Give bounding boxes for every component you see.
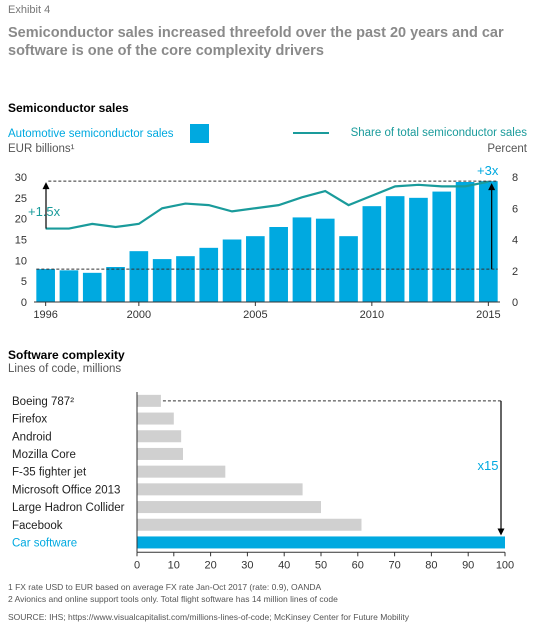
headline: Semiconductor sales increased threefold … (8, 25, 504, 59)
y-tick-right-6: 6 (512, 203, 518, 215)
bar-1996 (36, 269, 55, 302)
hbar-7 (137, 518, 362, 531)
footnote-1: 1 FX rate USD to EUR based on average FX… (8, 582, 322, 592)
y-tick-left-0: 0 (21, 297, 27, 309)
category-label-2: Android (12, 431, 52, 443)
hbar-6 (137, 501, 321, 514)
y-tick-right-2: 2 (512, 266, 518, 278)
bar-2004 (222, 239, 242, 302)
legend-bar-swatch (190, 124, 209, 143)
hbar-4 (137, 465, 226, 478)
x2-tick-80: 80 (425, 559, 437, 571)
hbar-5 (137, 483, 303, 496)
x2-tick-100: 100 (496, 559, 514, 571)
software-chart-title: Software complexity (8, 348, 125, 362)
bar-2000 (129, 251, 149, 302)
y-tick-right-4: 4 (512, 235, 518, 247)
bar-2005 (246, 236, 265, 302)
x2-tick-90: 90 (462, 559, 474, 571)
y-tick-right-8: 8 (512, 172, 518, 184)
x2-tick-30: 30 (241, 559, 253, 571)
hbar-0 (137, 394, 161, 407)
bar-2015 (479, 181, 498, 302)
bar-2013 (432, 191, 452, 302)
y-tick-left-5: 5 (21, 276, 27, 288)
x-tick-2010: 2010 (360, 309, 384, 321)
y-tick-right-0: 0 (512, 297, 518, 309)
x2-tick-40: 40 (278, 559, 290, 571)
software-unit: Lines of code, millions (8, 363, 122, 375)
bar-1999 (106, 267, 125, 302)
category-label-4: F-35 fighter jet (12, 467, 87, 479)
legend-bar-label: Automotive semiconductor sales (8, 128, 174, 140)
x2-tick-50: 50 (315, 559, 327, 571)
arrow-share-head (42, 182, 50, 190)
category-label-8: Car software (12, 537, 77, 549)
footnote-2: 2 Avionics and online support tools only… (8, 594, 338, 604)
y-tick-left-20: 20 (15, 214, 27, 226)
x2-tick-20: 20 (204, 559, 216, 571)
hbar-2 (137, 430, 182, 443)
x2-tick-70: 70 (388, 559, 400, 571)
bar-2007 (292, 217, 312, 302)
x2-tick-0: 0 (134, 559, 140, 571)
category-label-7: Facebook (12, 520, 63, 532)
x2-tick-60: 60 (352, 559, 364, 571)
legend-line-swatch (293, 132, 329, 134)
semiconductor-chart: 0 5 10 15 20 25 30 0 2 4 6 8 1996 2000 2005 2010 2015 +1.… (15, 163, 518, 321)
category-label-6: Large Hadron Collider (12, 502, 125, 514)
bar-1997 (59, 270, 79, 302)
left-axis-unit: EUR billions¹ (8, 143, 75, 155)
y-tick-left-25: 25 (15, 193, 27, 205)
exhibit-label: Exhibit 4 (8, 4, 51, 16)
bar-2010 (362, 206, 382, 302)
hbar-3 (137, 447, 183, 460)
bar-2012 (409, 197, 428, 302)
annotation-sales-growth: +3x (477, 163, 499, 178)
bar-2014 (455, 182, 475, 302)
bar-2008 (315, 218, 335, 302)
hbar-8 (137, 536, 505, 549)
category-label-0: Boeing 787² (12, 396, 74, 408)
y-tick-left-15: 15 (15, 235, 27, 247)
bar-2003 (199, 247, 219, 302)
hbar-1 (137, 412, 174, 425)
y-tick-left-30: 30 (15, 172, 27, 184)
bar-2001 (152, 259, 172, 302)
arrow-x15-head (497, 528, 505, 536)
annotation-x15: x15 (478, 458, 499, 473)
x-tick-2005: 2005 (243, 309, 267, 321)
right-axis-unit: Percent (487, 143, 527, 155)
y-tick-left-10: 10 (15, 255, 27, 267)
legend-line-label: Share of total semiconductor sales (350, 127, 527, 139)
semiconductor-chart-title: Semiconductor sales (8, 101, 129, 115)
x-tick-2000: 2000 (127, 309, 151, 321)
bar-2006 (269, 227, 288, 302)
x-tick-2015: 2015 (476, 309, 500, 321)
x-tick-1996: 1996 (33, 309, 57, 321)
annotation-share-growth: +1.5x (28, 204, 61, 219)
bar-1998 (82, 272, 102, 302)
share-line (45, 180, 489, 230)
category-label-5: Microsoft Office 2013 (12, 484, 120, 496)
bar-2002 (176, 256, 195, 302)
category-label-3: Mozilla Core (12, 449, 76, 461)
arrow-sales-head (488, 183, 496, 191)
category-label-1: Firefox (12, 414, 47, 426)
bar-2011 (385, 196, 405, 302)
x2-tick-10: 10 (168, 559, 180, 571)
source-note: SOURCE: IHS; https://www.visualcapitalis… (8, 612, 410, 622)
